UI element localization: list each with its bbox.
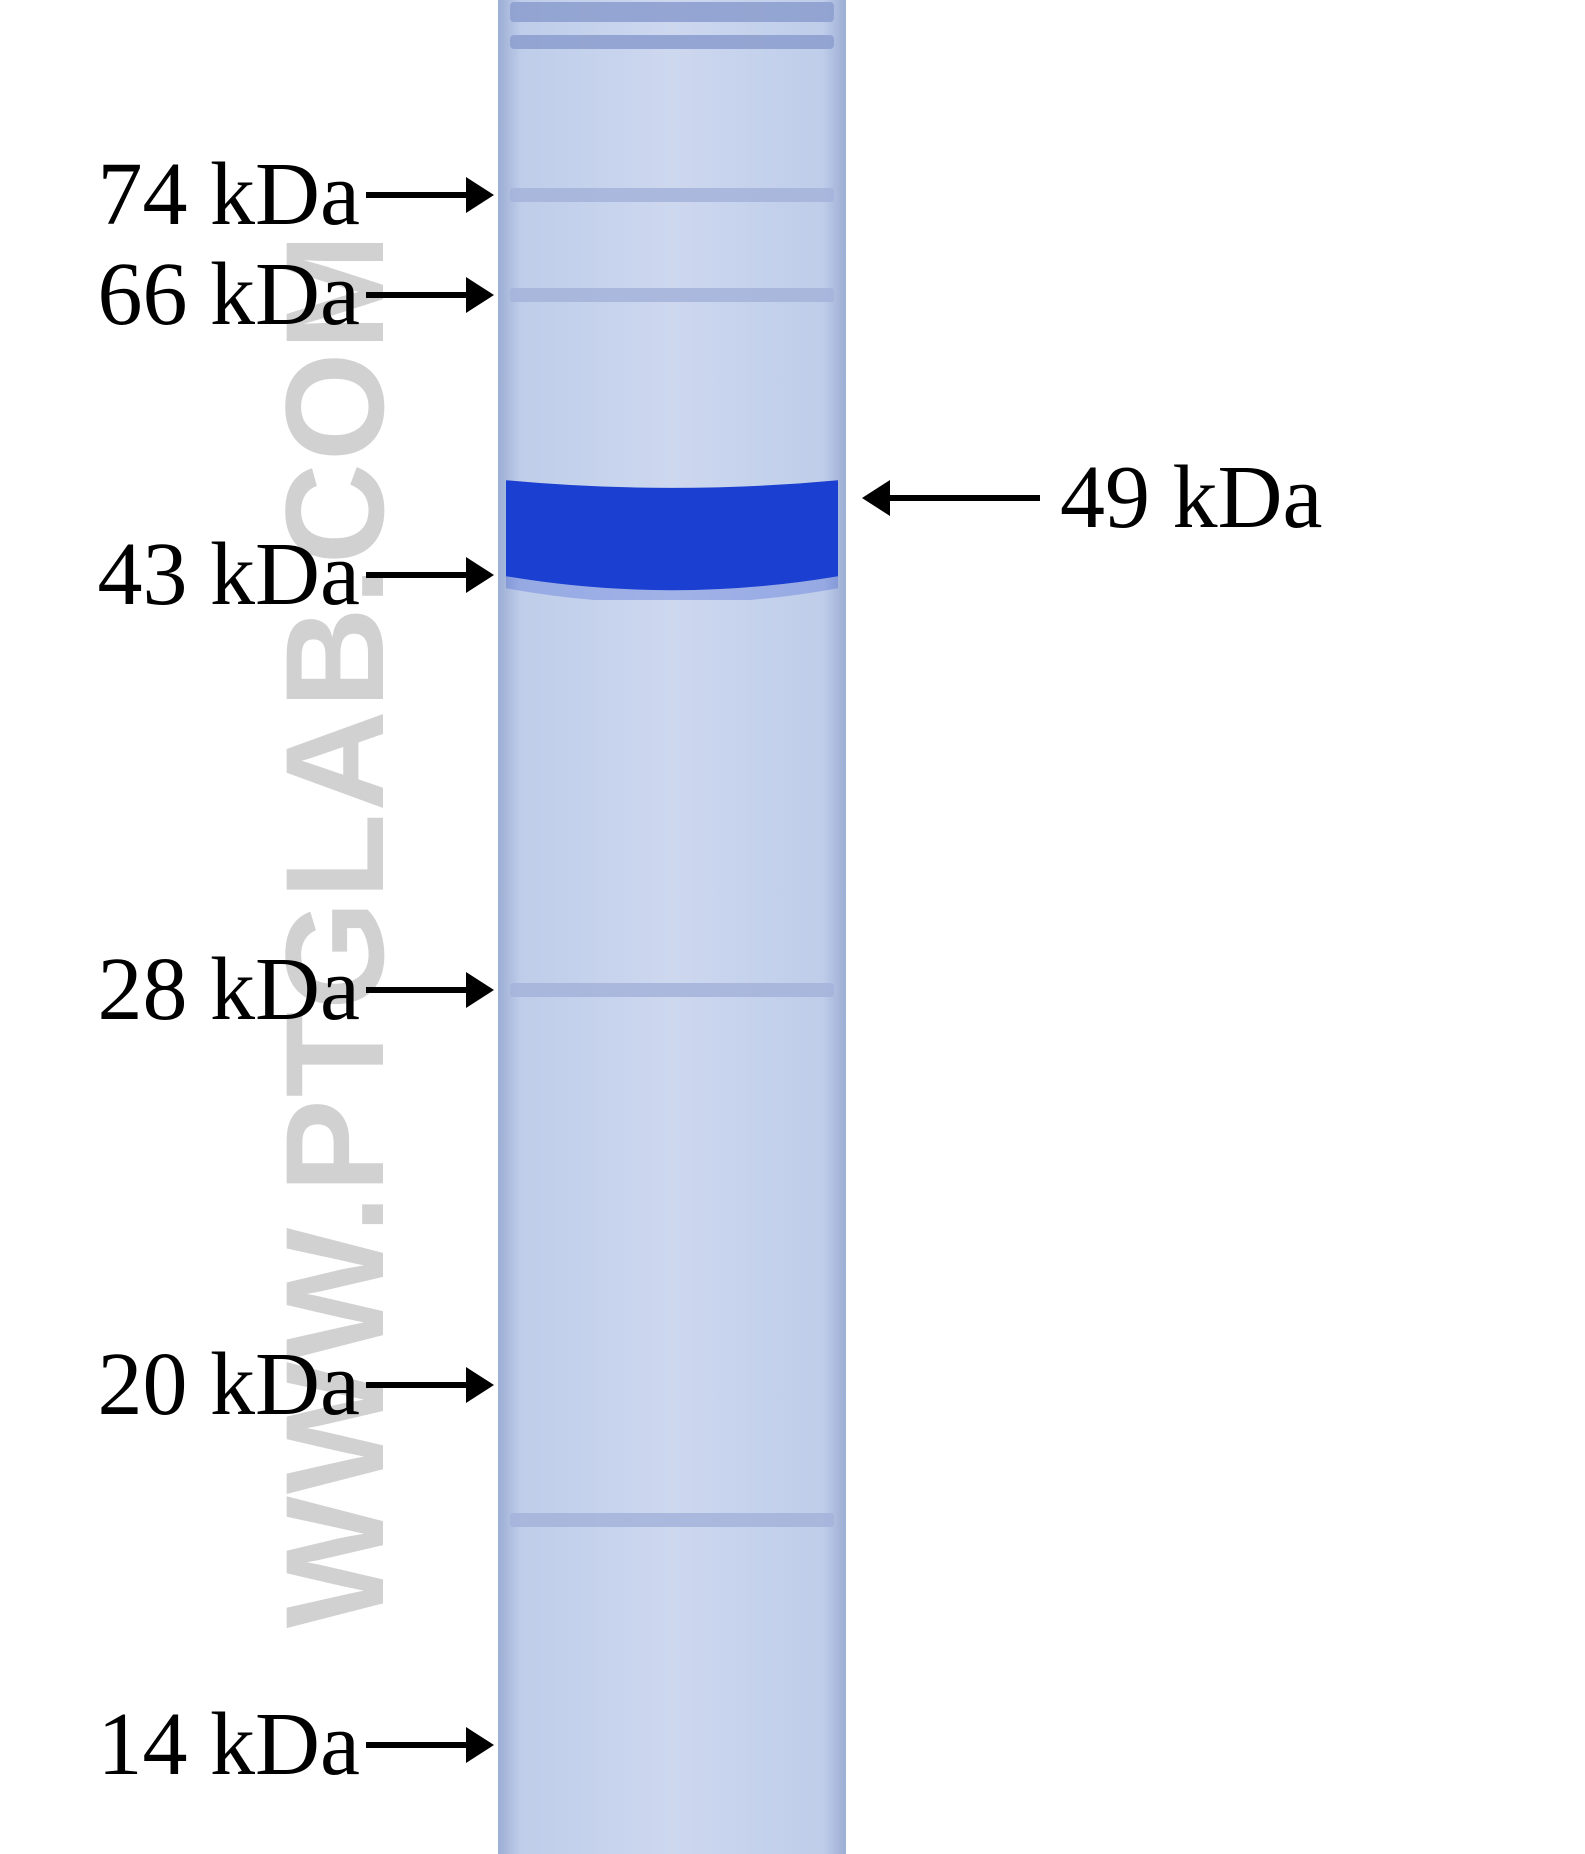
lane-top-band	[510, 35, 834, 49]
marker-label: 20 kDa	[0, 1338, 360, 1433]
target-band-label: 49 kDa	[1060, 451, 1322, 546]
faint-marker-band	[510, 288, 834, 302]
faint-marker-band	[510, 1513, 834, 1527]
lane-top-band	[510, 2, 834, 22]
marker-label: 14 kDa	[0, 1698, 360, 1793]
main-protein-band	[506, 476, 838, 600]
marker-label: 28 kDa	[0, 943, 360, 1038]
marker-label: 43 kDa	[0, 528, 360, 623]
marker-label: 66 kDa	[0, 248, 360, 343]
faint-marker-band	[510, 983, 834, 997]
faint-marker-band	[510, 188, 834, 202]
gel-lane	[498, 0, 846, 1854]
marker-label: 74 kDa	[0, 148, 360, 243]
gel-figure: WWW.PTGLAB.COM74 kDa66 kDa43 kDa28 kDa20…	[0, 0, 1585, 1854]
